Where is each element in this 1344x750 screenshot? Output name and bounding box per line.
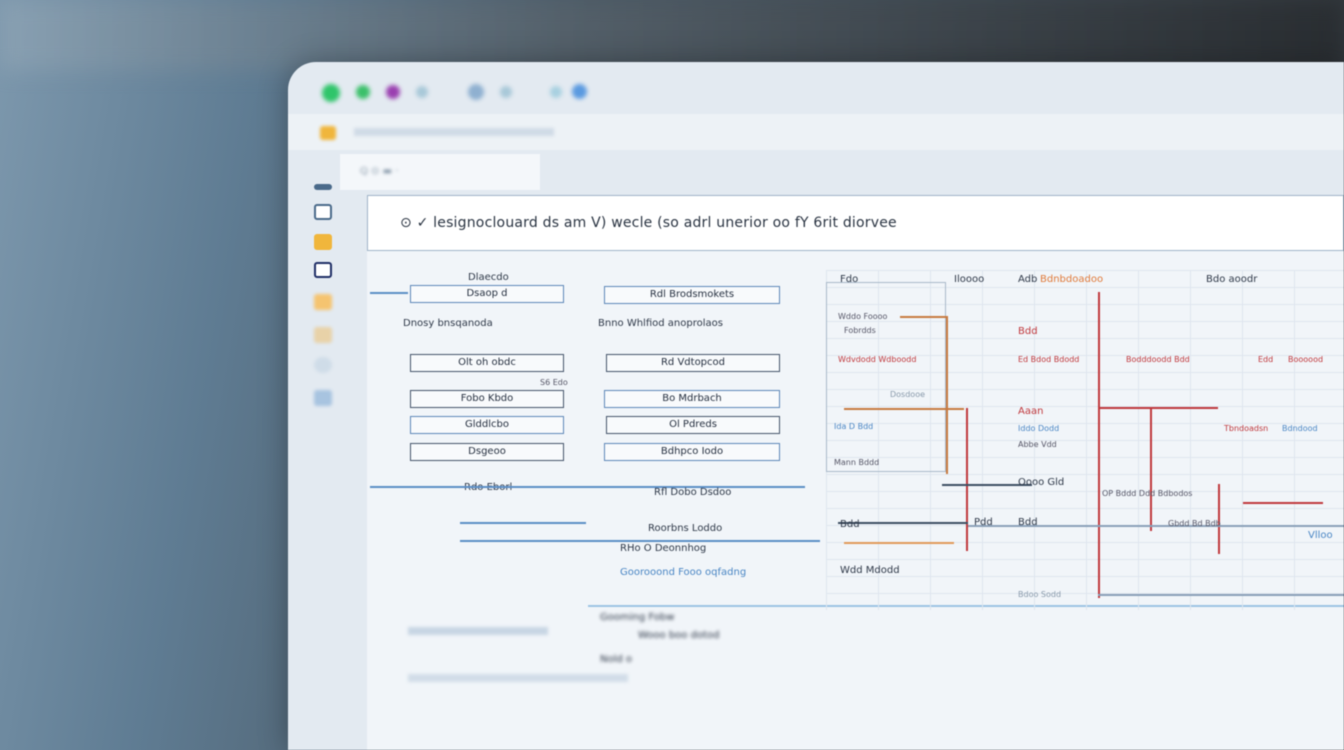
flow-box[interactable]: Olt oh obdc (410, 354, 564, 372)
grid-label: Bdndood (1282, 424, 1318, 433)
background-blur (0, 0, 1344, 70)
flow-box[interactable]: Rd Vdtopcod (606, 354, 780, 372)
lower-item: Gooming Fobw (600, 612, 675, 623)
diagram-header: ⊙ ✓ lesignoclouard ds am V) wecle (so ad… (367, 195, 1344, 251)
connector (844, 408, 964, 410)
grid-label: Bdd (840, 519, 860, 530)
flow-note: RHo O Deonnhog (620, 543, 707, 554)
connector (1098, 407, 1218, 409)
grid-label: Fdo (840, 274, 859, 285)
max-dot[interactable] (386, 85, 400, 99)
menu-icon[interactable] (314, 184, 332, 190)
timeline-grid (826, 270, 1344, 610)
folder-icon[interactable] (314, 294, 332, 310)
connector (370, 292, 408, 294)
grid-label: Bdoo Sodd (1018, 590, 1062, 599)
grid-label: Ed Bdod Bdodd (1018, 355, 1080, 364)
flow-label: Rfl Dobo Dsdoo (654, 487, 732, 498)
connector (968, 525, 1344, 527)
grid-label: Fobrdds (844, 326, 876, 335)
file-icon[interactable] (314, 327, 332, 343)
connector (946, 316, 948, 474)
flow-label: Rdo Eborl (464, 482, 513, 493)
grid-label: Gbdd Bd Bdb (1168, 519, 1221, 528)
connector (1150, 407, 1152, 531)
toolbar-icon[interactable] (468, 84, 484, 100)
grid-label: Bodddoodd Bdd (1126, 355, 1190, 364)
folder-icon[interactable] (320, 126, 336, 140)
grid-label: Aaan (1018, 406, 1044, 417)
grid-label: Bdo aoodr (1206, 274, 1258, 285)
connector (1218, 484, 1220, 554)
image-icon[interactable] (314, 390, 332, 406)
flow-box[interactable]: Glddlcbo (410, 416, 564, 434)
connector (460, 522, 586, 524)
grid-label: Edd (1258, 355, 1274, 364)
grid-label: Adb (1018, 274, 1038, 285)
placeholder-bar (408, 627, 548, 635)
min-dot[interactable] (356, 85, 370, 99)
grid-label: Tbndoadsn (1224, 424, 1269, 433)
placeholder-bar (408, 674, 628, 682)
grid-label: Abbe Vdd (1018, 440, 1057, 449)
grid-label: Wdd Mdodd (840, 565, 900, 576)
flow-box[interactable]: Fobo Kbdo (410, 390, 564, 408)
connector (370, 486, 805, 488)
connector (966, 408, 968, 551)
connector (1098, 594, 1344, 596)
toolbar-icon[interactable] (500, 86, 512, 98)
app-window: Q ⊙ ▬ · ⊙ ✓ lesignoclouard ds am V) wecl… (288, 62, 1344, 750)
grid-label: Dosdooe (890, 390, 926, 399)
flow-box[interactable]: Dsgeoo (410, 443, 564, 461)
flow-box[interactable]: Bdhpco Iodo (604, 443, 780, 461)
lower-item: Wooo boo dotod (638, 630, 720, 641)
toolbar-icon[interactable] (550, 86, 562, 98)
flow-note: Roorbns Loddo (648, 523, 723, 534)
toolbar-icon[interactable] (416, 86, 428, 98)
grid-label: Pdd (974, 517, 993, 528)
lower-item: Nold o (600, 654, 633, 665)
grid-label: Ida D Bdd (834, 422, 874, 431)
frame-icon[interactable] (314, 262, 332, 278)
grid-label: Wdvdodd Wdboodd (838, 355, 917, 364)
grid-label: OP Bddd Ddd Bdbodos (1102, 489, 1193, 498)
grid-label: Boooood (1288, 355, 1324, 364)
grid-label: Mann Bddd (834, 458, 880, 467)
toolbar-icon[interactable] (572, 84, 587, 99)
address-field[interactable] (354, 128, 554, 136)
connector (844, 542, 954, 544)
flow-label: Dlaecdo (468, 272, 509, 283)
folder-icon[interactable] (314, 234, 332, 250)
connector (1243, 502, 1323, 504)
connector (900, 316, 946, 318)
grid-label: Bdd (1018, 517, 1038, 528)
grid-label: Wddo Foooo (838, 312, 888, 321)
tab-label: Q ⊙ ▬ · (360, 166, 399, 177)
connector (838, 522, 968, 524)
flow-caption: Dnosy bnsqanoda (403, 318, 493, 329)
flow-box[interactable]: Bo Mdrbach (604, 390, 780, 408)
connector (460, 540, 820, 542)
tab-active[interactable]: Q ⊙ ▬ · (340, 154, 540, 190)
grid-label: Oooo Gld (1018, 477, 1065, 488)
connector (942, 484, 1032, 486)
flow-note: Goorooond Fooo oqfadng (620, 567, 747, 578)
connector (1098, 292, 1100, 598)
grid-label: Bdnbdoadoo (1040, 274, 1104, 285)
grid-label: Iddo Dodd (1018, 424, 1060, 433)
group-frame (826, 282, 946, 472)
grid-label: Vlloo (1308, 530, 1333, 541)
diagram-title: ⊙ ✓ lesignoclouard ds am V) wecle (so ad… (400, 215, 897, 231)
grid-label: Iloooo (954, 274, 985, 285)
address-bar (288, 114, 1344, 150)
flow-caption: Bnno Whlfiod anoprolaos (598, 318, 723, 329)
flow-note: S6 Edo (540, 378, 568, 387)
grid-label: Bdd (1018, 326, 1038, 337)
flow-box[interactable]: Rdl Brodsmokets (604, 286, 780, 304)
window-icon[interactable] (314, 204, 332, 220)
flow-box[interactable]: Dsaop d (410, 285, 564, 303)
close-dot[interactable] (322, 84, 340, 102)
circle-icon[interactable] (314, 357, 332, 373)
flow-box[interactable]: Ol Pdreds (606, 416, 780, 434)
